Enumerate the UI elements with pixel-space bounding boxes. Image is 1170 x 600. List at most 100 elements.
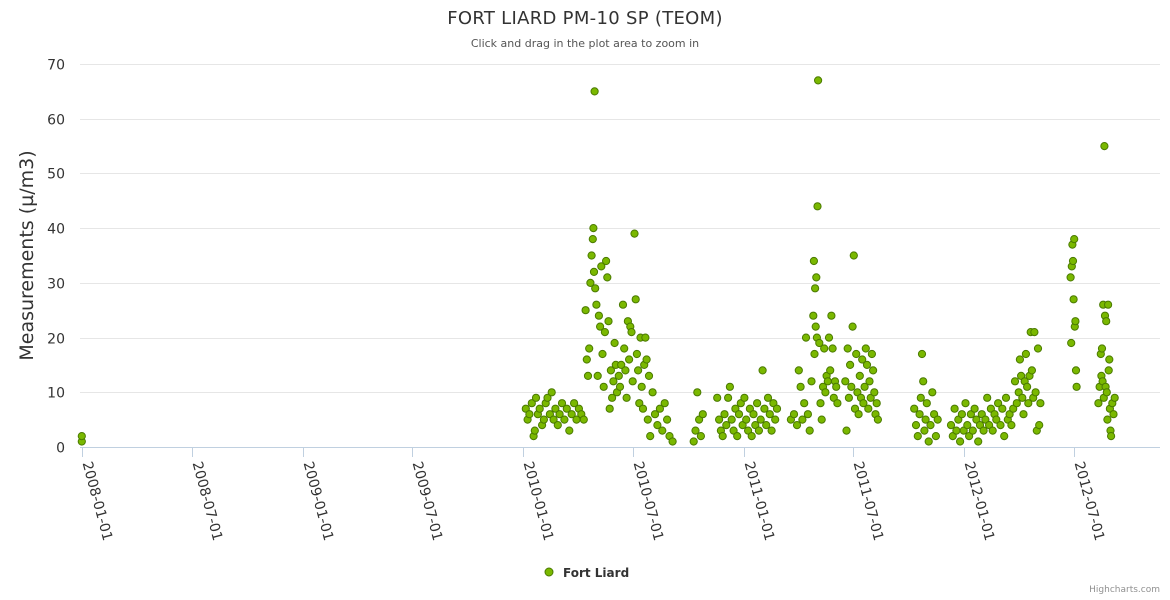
x-tick-label: 2010-01-01 bbox=[520, 460, 557, 543]
data-point bbox=[747, 432, 756, 441]
data-point bbox=[798, 415, 807, 424]
data-point bbox=[870, 388, 879, 397]
y-tick-label: 50 bbox=[47, 167, 65, 183]
data-point bbox=[77, 432, 86, 441]
data-point bbox=[600, 328, 610, 337]
data-point bbox=[691, 426, 700, 435]
data-point bbox=[966, 410, 976, 419]
data-point bbox=[610, 338, 619, 348]
data-point bbox=[531, 393, 541, 402]
y-tick-label: 20 bbox=[47, 332, 65, 348]
data-point bbox=[1072, 382, 1081, 391]
data-point bbox=[848, 322, 857, 331]
data-point bbox=[952, 426, 961, 435]
data-point bbox=[727, 415, 736, 424]
data-point bbox=[860, 382, 869, 391]
data-point bbox=[916, 393, 925, 402]
data-point bbox=[821, 388, 830, 397]
data-point bbox=[551, 404, 560, 413]
data-point bbox=[594, 311, 604, 320]
data-point bbox=[646, 432, 655, 441]
data-point bbox=[824, 333, 834, 342]
data-point bbox=[910, 404, 919, 413]
data-point bbox=[1033, 344, 1043, 353]
data-point bbox=[1104, 300, 1113, 309]
legend-item[interactable]: Fort Liard bbox=[544, 566, 629, 580]
data-point bbox=[614, 371, 623, 380]
data-point bbox=[968, 426, 977, 435]
data-point bbox=[1068, 256, 1078, 266]
data-point bbox=[625, 355, 634, 364]
y-tick-label: 30 bbox=[47, 277, 65, 293]
data-point bbox=[1019, 410, 1028, 419]
data-point bbox=[832, 382, 841, 391]
data-point bbox=[946, 421, 956, 430]
data-point bbox=[846, 360, 855, 369]
data-point bbox=[794, 366, 803, 375]
y-tick-label: 60 bbox=[47, 113, 65, 129]
data-point bbox=[854, 410, 863, 419]
data-point bbox=[765, 410, 774, 419]
data-point bbox=[603, 273, 612, 282]
data-point bbox=[588, 235, 597, 244]
data-point bbox=[720, 410, 729, 419]
data-point bbox=[579, 415, 588, 424]
data-point bbox=[812, 273, 821, 282]
data-point bbox=[715, 415, 724, 424]
data-point bbox=[924, 437, 933, 446]
y-tick-label: 0 bbox=[56, 441, 65, 457]
data-point bbox=[1102, 317, 1111, 326]
data-point bbox=[642, 355, 651, 364]
data-point bbox=[724, 393, 733, 402]
data-point bbox=[1097, 344, 1107, 353]
data-point bbox=[587, 251, 596, 260]
data-point bbox=[586, 278, 595, 287]
data-point bbox=[660, 399, 669, 408]
data-point bbox=[833, 399, 842, 408]
data-point bbox=[956, 437, 965, 446]
data-point bbox=[872, 399, 881, 408]
data-point bbox=[527, 399, 536, 408]
data-point bbox=[842, 426, 851, 435]
data-point bbox=[658, 426, 667, 435]
data-point bbox=[852, 349, 861, 359]
data-point bbox=[859, 399, 868, 408]
data-point bbox=[816, 399, 825, 408]
data-point bbox=[862, 360, 872, 369]
x-tick-label: 2012-07-01 bbox=[1071, 460, 1108, 543]
chart-subtitle: Click and drag in the plot area to zoom … bbox=[470, 37, 700, 50]
data-point bbox=[627, 328, 636, 337]
data-point bbox=[634, 366, 643, 375]
data-point bbox=[823, 377, 832, 386]
data-point bbox=[570, 399, 579, 408]
grid-lines bbox=[80, 64, 1160, 393]
data-point bbox=[772, 404, 782, 413]
data-point bbox=[754, 426, 764, 435]
data-point bbox=[817, 415, 826, 424]
data-point bbox=[693, 388, 702, 397]
data-point bbox=[1036, 399, 1045, 408]
legend-marker bbox=[544, 567, 554, 577]
data-point bbox=[637, 382, 646, 391]
data-point bbox=[931, 432, 941, 441]
data-point bbox=[644, 371, 654, 380]
data-point bbox=[617, 360, 626, 369]
x-tick-label: 2009-07-01 bbox=[409, 460, 446, 543]
data-point bbox=[849, 251, 858, 260]
data-point bbox=[796, 382, 805, 391]
data-point bbox=[826, 366, 835, 375]
data-point bbox=[1010, 377, 1020, 386]
data-point bbox=[843, 344, 852, 353]
data-point bbox=[696, 432, 706, 441]
data-point bbox=[771, 415, 780, 424]
data-point bbox=[933, 415, 942, 424]
data-point bbox=[585, 344, 594, 353]
x-tick-label: 2011-01-01 bbox=[741, 460, 778, 543]
data-point bbox=[1105, 355, 1114, 364]
data-point bbox=[553, 421, 562, 430]
data-point bbox=[725, 382, 735, 391]
y-axis-title: Measurements (µ/m3) bbox=[16, 150, 38, 360]
data-point bbox=[555, 410, 564, 419]
credits-link[interactable]: Highcharts.com bbox=[1089, 585, 1160, 595]
